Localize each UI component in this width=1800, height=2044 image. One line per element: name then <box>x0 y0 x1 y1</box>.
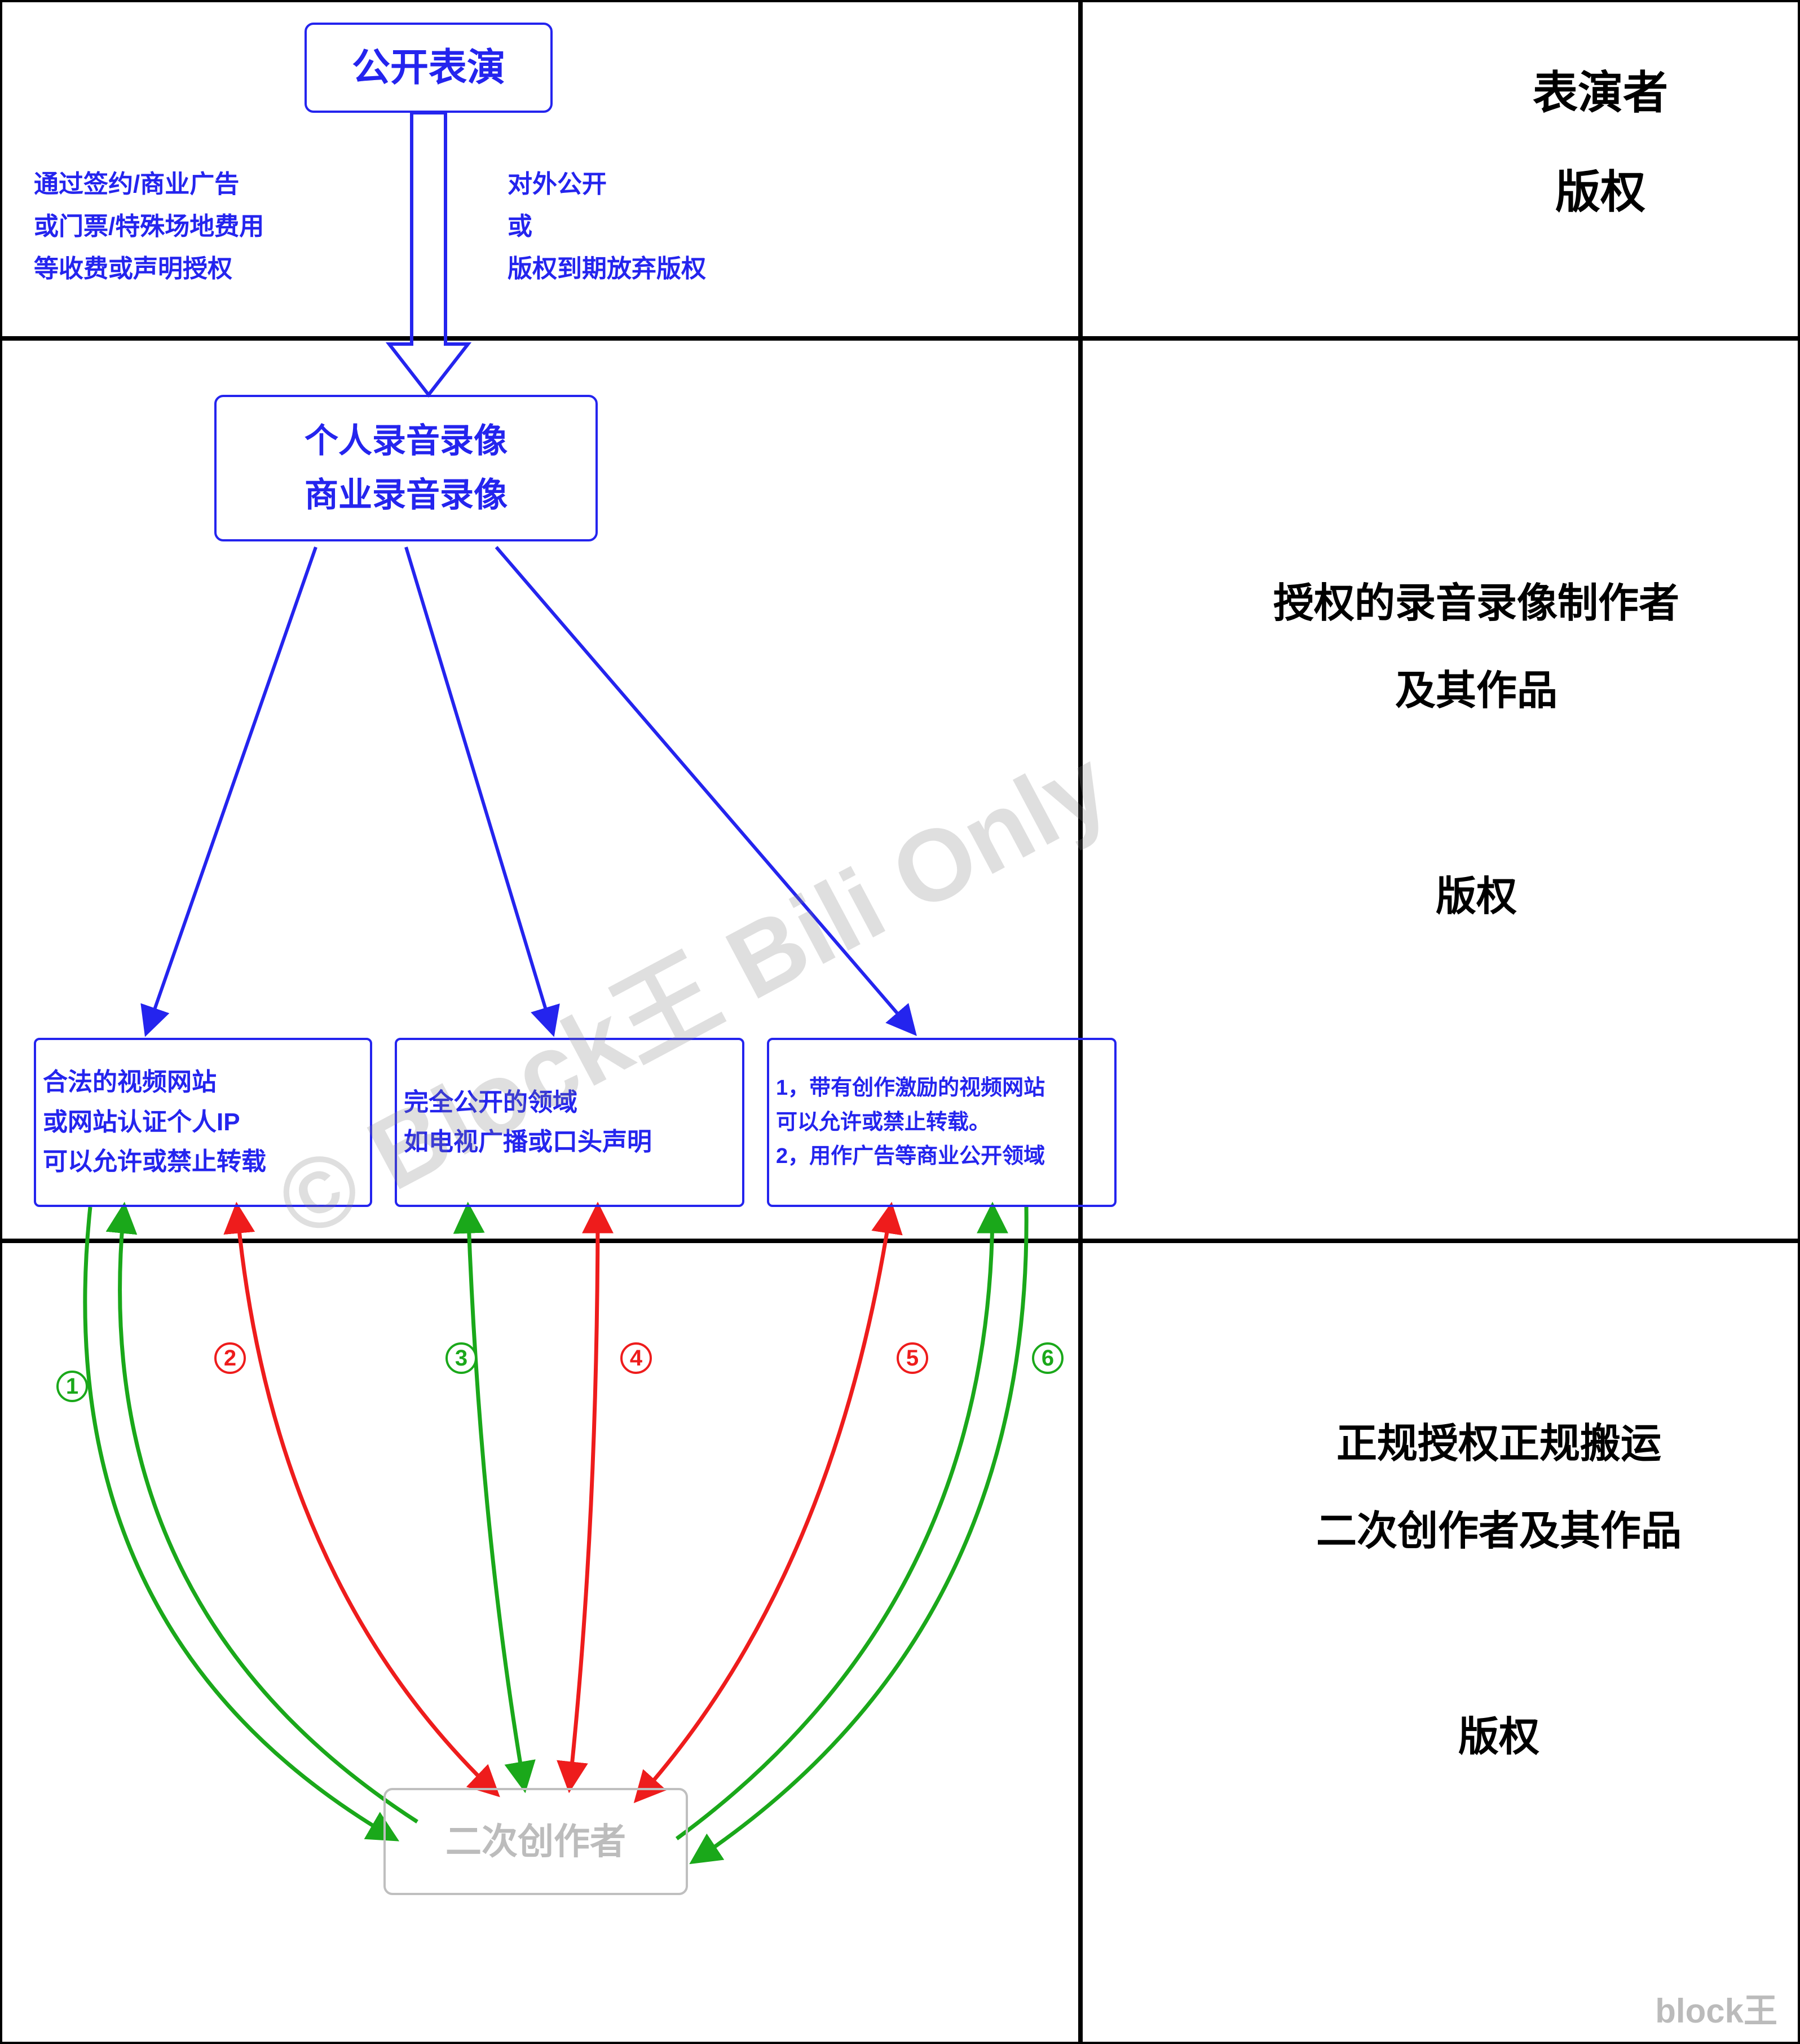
node-recording-line2: 商业录音录像 <box>305 468 508 522</box>
side1-l2: 版权 <box>1274 156 1800 221</box>
circle-label-6: 6 <box>1032 1342 1064 1374</box>
circle-label-3: 3 <box>445 1342 477 1374</box>
annotation-right-l1: 对外公开 <box>508 164 706 206</box>
side-heading-performer: 表演者 版权 <box>1274 56 1800 221</box>
side2-l2: 及其作品 <box>1150 657 1800 716</box>
leaf1-line2: 或网站认证个人IP <box>43 1103 240 1142</box>
leaf1-line1: 合法的视频网站 <box>43 1063 217 1102</box>
side-heading-secondary: 正规授权正规搬运 二次创作者及其作品 版权 <box>1173 1410 1800 1763</box>
node-recording: 个人录音录像 商业录音录像 <box>214 395 598 541</box>
leaf3-line1: 1，带有创作激励的视频网站 <box>776 1071 1045 1105</box>
node-recording-line1: 个人录音录像 <box>305 414 508 468</box>
annotation-right-l2: 或 <box>508 206 706 248</box>
leaf1-line3: 可以允许或禁止转载 <box>43 1142 266 1182</box>
side2-l1: 授权的录音录像制作者 <box>1150 570 1800 629</box>
node-public-performance-label: 公开表演 <box>352 37 505 99</box>
side-heading-producer: 授权的录音录像制作者 及其作品 版权 <box>1150 570 1800 922</box>
leaf3-line2: 可以允许或禁止转载。 <box>776 1105 990 1140</box>
annotation-right: 对外公开 或 版权到期放弃版权 <box>508 164 706 290</box>
side1-l1: 表演者 <box>1274 56 1800 122</box>
side3-l2: 二次创作者及其作品 <box>1173 1497 1800 1557</box>
circle-label-4: 4 <box>620 1342 652 1374</box>
side3-l3: 版权 <box>1173 1703 1800 1763</box>
circle-label-5: 5 <box>897 1342 928 1374</box>
annotation-left-l2: 或门票/特殊场地费用 <box>34 206 264 248</box>
node-secondary-creator-label: 二次创作者 <box>445 1813 626 1870</box>
annotation-left-l1: 通过签约/商业广告 <box>34 164 264 206</box>
node-secondary-creator: 二次创作者 <box>383 1788 688 1895</box>
leaf3-line3: 2，用作广告等商业公开领域 <box>776 1139 1045 1174</box>
node-public-performance: 公开表演 <box>305 23 553 113</box>
annotation-left: 通过签约/商业广告 或门票/特殊场地费用 等收费或声明授权 <box>34 164 264 290</box>
node-leaf-incentive-site: 1，带有创作激励的视频网站 可以允许或禁止转载。 2，用作广告等商业公开领域 <box>767 1038 1117 1207</box>
circle-label-2: 2 <box>214 1342 246 1374</box>
circle-label-1: 1 <box>56 1371 88 1402</box>
watermark-corner: block王 <box>1655 1984 1777 2033</box>
annotation-right-l3: 版权到期放弃版权 <box>508 248 706 290</box>
side3-l1: 正规授权正规搬运 <box>1173 1410 1800 1469</box>
annotation-left-l3: 等收费或声明授权 <box>34 248 264 290</box>
side2-l3: 版权 <box>1150 863 1800 922</box>
